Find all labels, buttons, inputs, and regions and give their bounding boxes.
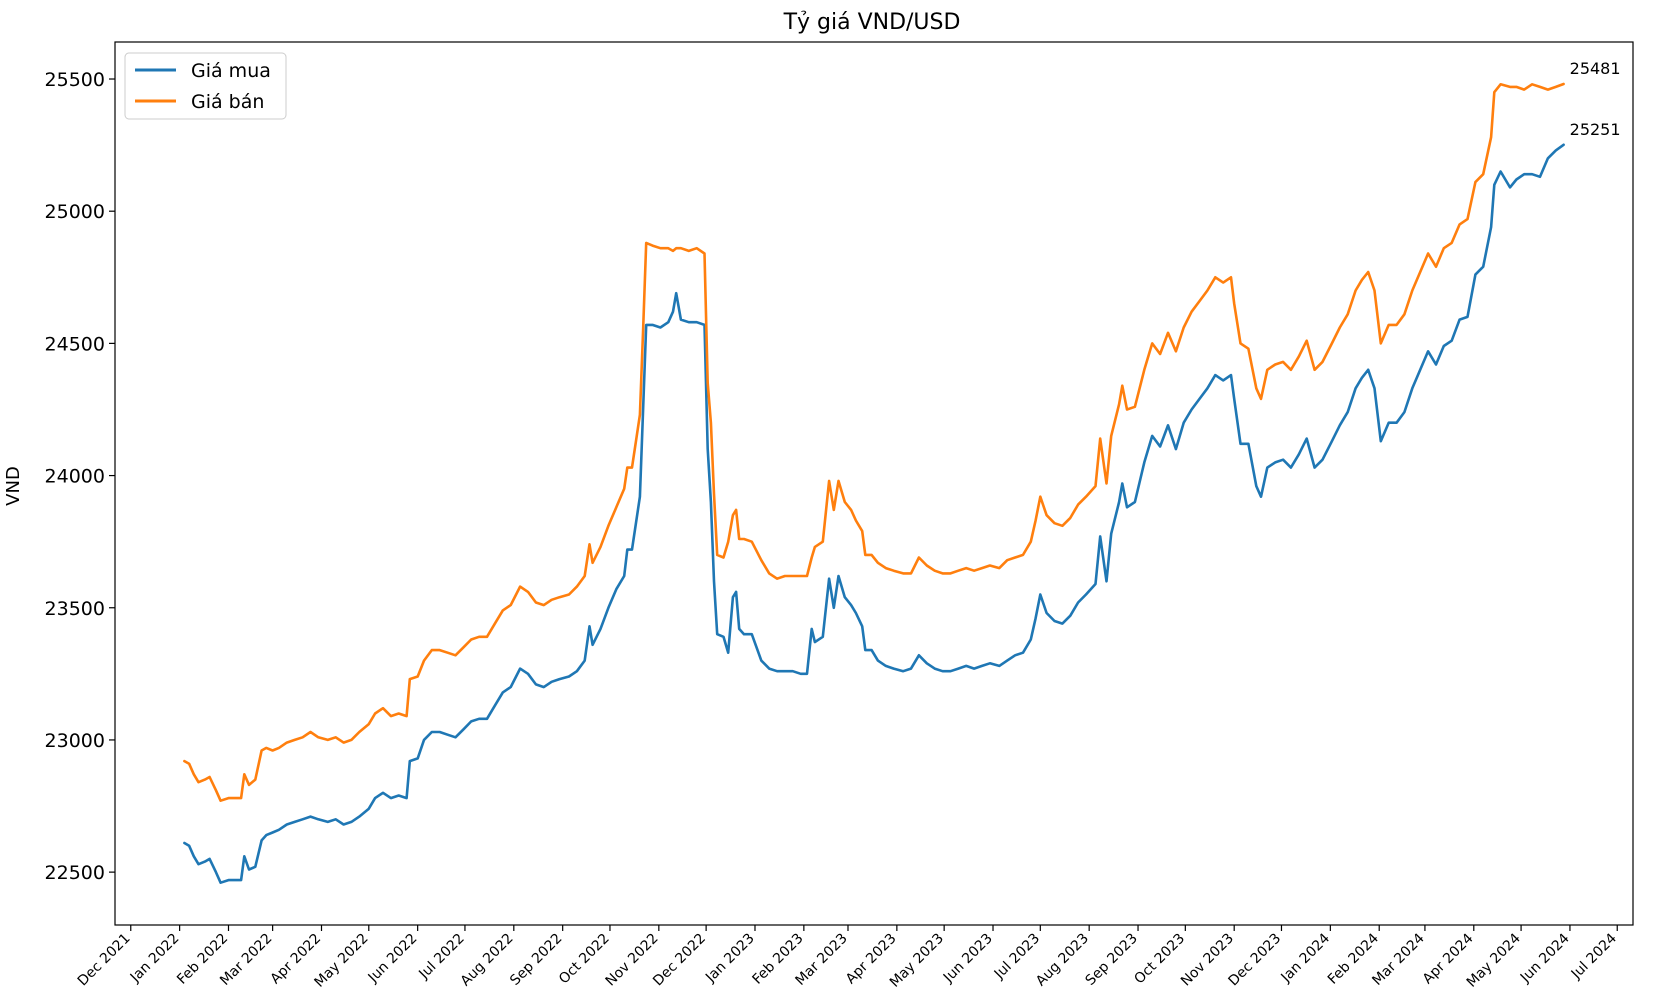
y-tick-label: 23500 — [45, 598, 105, 620]
y-tick-label: 22500 — [45, 862, 105, 884]
legend: Giá mua Giá bán — [124, 52, 287, 120]
y-tick-label: 24000 — [45, 466, 105, 488]
y-tick-label: 25000 — [45, 201, 105, 223]
chart-title: Tỷ giá VND/USD — [783, 10, 961, 35]
y-axis: 22500 23000 23500 24000 24500 25000 25500 — [45, 69, 115, 884]
legend-label-gia-ban: Giá bán — [191, 91, 264, 113]
y-tick-label: 23000 — [45, 730, 105, 752]
y-axis-label: VND — [3, 466, 24, 506]
plot-area — [114, 41, 1634, 926]
end-value-annotations: 25481 25251 — [1570, 59, 1621, 139]
y-tick-label: 25500 — [45, 69, 105, 91]
series-line-0 — [183, 143, 1565, 884]
y-tick-label: 24500 — [45, 333, 105, 355]
series-line-1 — [183, 82, 1565, 802]
end-value-label: 25481 — [1570, 59, 1621, 78]
end-value-label: 25251 — [1570, 120, 1621, 139]
series-layer — [183, 82, 1565, 884]
legend-label-gia-mua: Giá mua — [191, 60, 271, 82]
plot-frame — [114, 41, 1634, 926]
